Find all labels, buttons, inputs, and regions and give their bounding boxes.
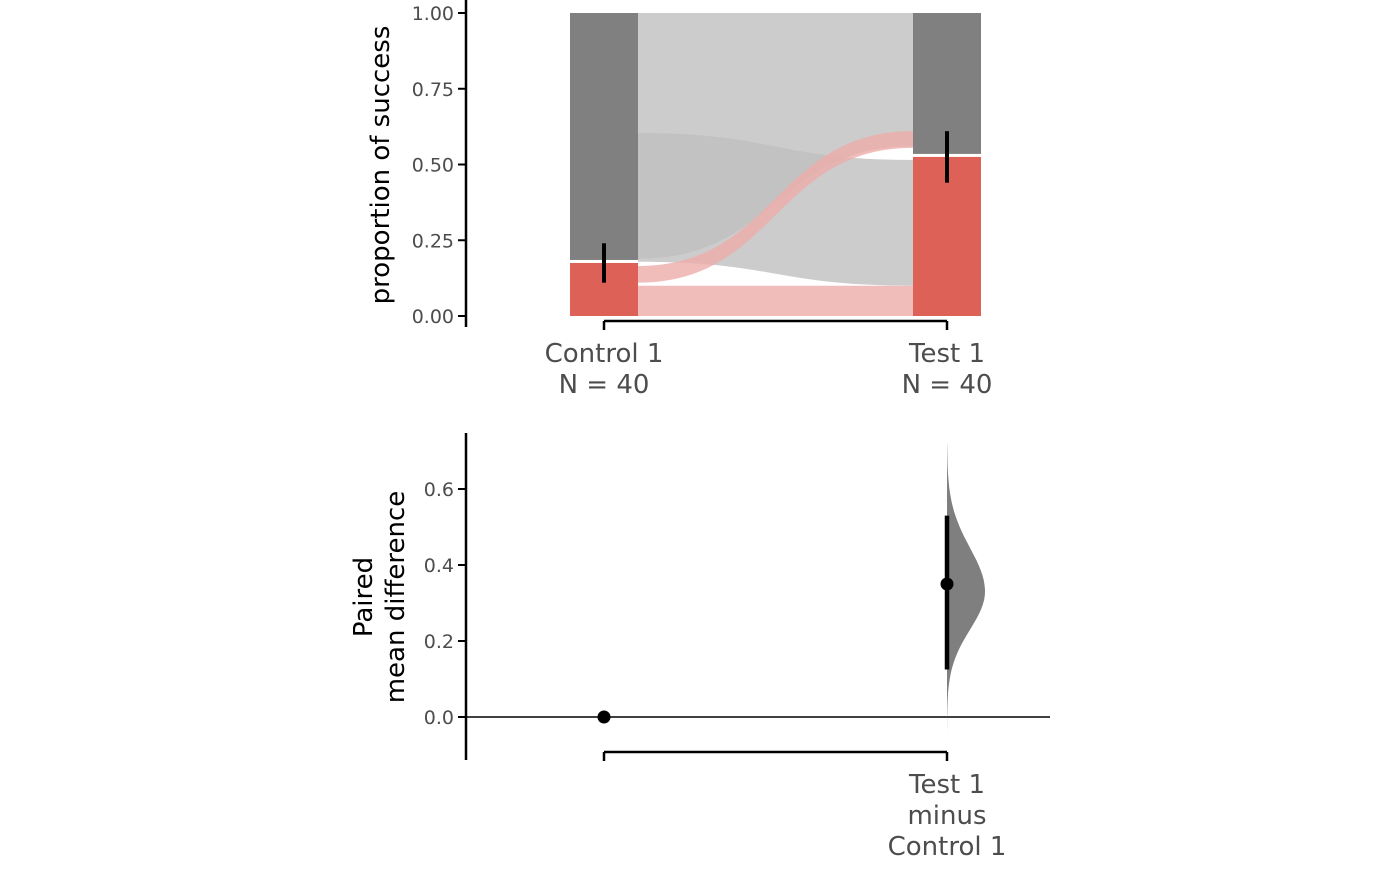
comparison-label-line-1: Test 1 [908, 770, 985, 800]
y-axis-title-bottom-line-2: mean difference [381, 491, 411, 704]
category-label-1: Control 1 [545, 339, 664, 369]
comparison-label-line-2: minus [907, 801, 986, 831]
estimate-point-1 [940, 577, 954, 591]
y-tick-label-bottom-4: 0.6 [424, 479, 454, 501]
stacked-bars [570, 13, 981, 316]
y-axis-title: proportion of success [366, 26, 396, 305]
bar-failure-1 [570, 13, 638, 260]
bootstrap-density-1 [947, 443, 985, 736]
y-tick-label-2: 0.25 [412, 230, 454, 252]
y-tick-label-4: 0.75 [412, 79, 454, 101]
effect-size-plot [466, 443, 1050, 736]
category-label-2: Test 1 [908, 339, 985, 369]
y-tick-label-bottom-3: 0.4 [424, 555, 454, 577]
y-tick-label-1: 0.00 [412, 306, 454, 328]
category-n-label-2: N = 40 [902, 370, 993, 400]
bar-success-2 [913, 156, 981, 316]
flow-success-to-failure [638, 131, 913, 283]
control-point [597, 710, 611, 724]
flow-success-to-success [638, 285, 913, 316]
y-tick-label-bottom-2: 0.2 [424, 631, 454, 653]
bar-failure-2 [913, 13, 981, 154]
y-tick-label-3: 0.50 [412, 155, 454, 177]
category-n-label-1: N = 40 [559, 370, 650, 400]
top-axes: 0.00 0.25 0.50 0.75 1.00 proportion of succes… [366, 0, 992, 400]
bottom-axes: 0.0 0.2 0.4 0.6 Paired mean difference Test 1m… [349, 433, 1006, 862]
y-tick-label-5: 1.00 [412, 3, 454, 25]
y-axis-title-bottom-line-1: Paired [349, 557, 379, 637]
y-tick-label-bottom-1: 0.0 [424, 707, 454, 729]
sankey-flows [638, 13, 913, 316]
comparison-label-line-3: Control 1 [888, 832, 1007, 862]
